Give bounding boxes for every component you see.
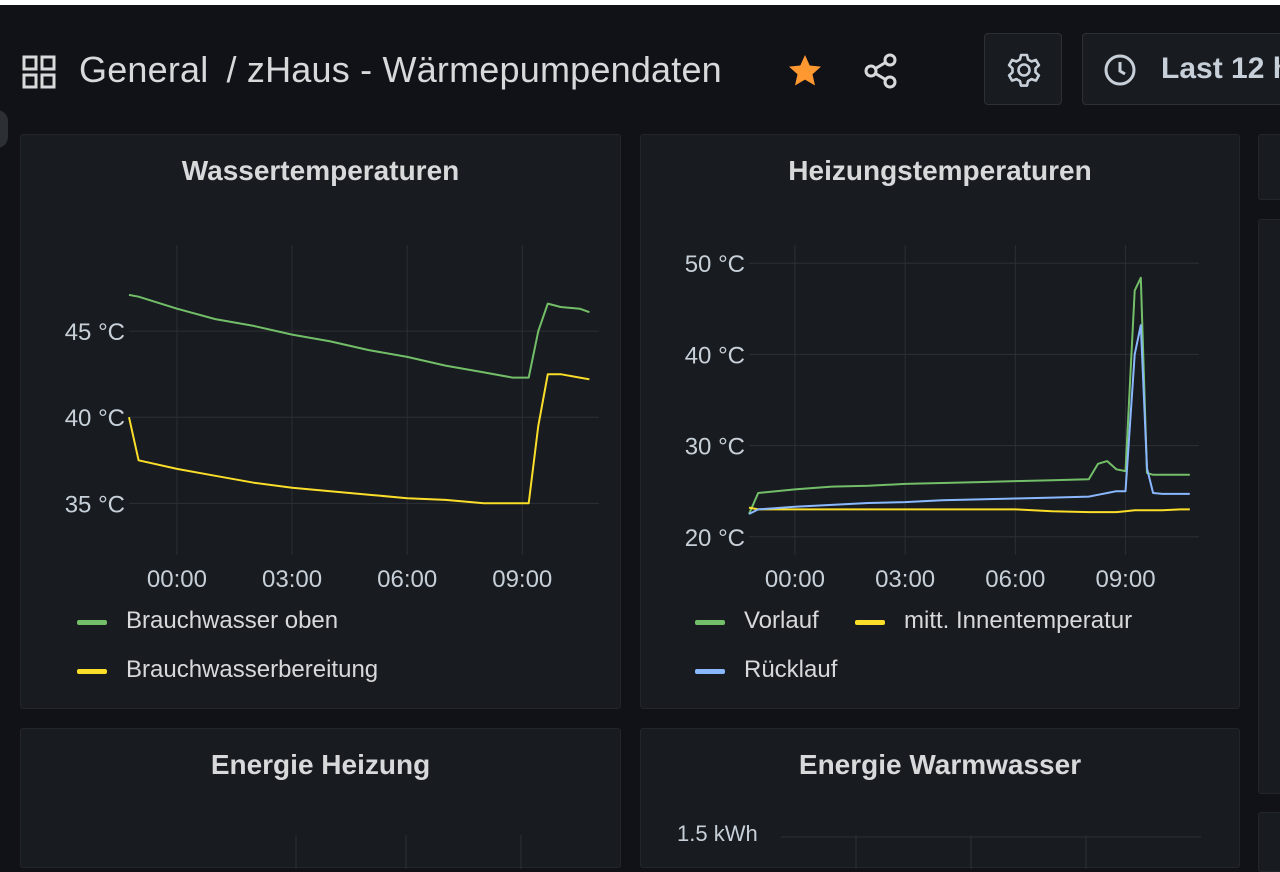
y-tick-label: 35 °C <box>65 491 125 518</box>
x-tick-label: 03:00 <box>262 566 322 593</box>
y-tick-label: 20 °C <box>685 525 745 552</box>
legend-swatch <box>695 669 725 674</box>
y-tick-label: 1.5 kWh <box>677 821 758 846</box>
panel-title[interactable]: Energie Warmwasser <box>798 749 1082 780</box>
chart-energie-warmwasser-grid <box>781 835 1201 869</box>
gear-icon <box>1007 53 1041 87</box>
series-line-vorlauf[interactable] <box>748 276 1190 515</box>
chart-energie-heizung-grid <box>295 835 522 869</box>
x-tick-label: 00:00 <box>765 566 825 593</box>
panel-right-partial-bottom <box>1258 812 1280 872</box>
favorite-star-icon[interactable] <box>786 52 824 90</box>
panel-title[interactable]: Energie Heizung <box>210 749 431 780</box>
panel-right-partial-top <box>1258 134 1280 200</box>
y-tick-label: 40 °C <box>685 342 745 369</box>
y-tick-label: 30 °C <box>685 434 745 461</box>
top-status-strip <box>0 0 1280 5</box>
dashboard-header: General / zHaus - Wärmepumpendaten Last 1… <box>0 5 1280 130</box>
breadcrumb-dashboard-title[interactable]: / zHaus - Wärmepumpendaten <box>226 49 722 90</box>
x-tick-label: 09:00 <box>1095 566 1155 593</box>
y-tick-label: 50 °C <box>685 251 745 278</box>
series-line-brauchwasserbereitung[interactable] <box>128 373 590 505</box>
series-line-r-cklauf[interactable] <box>748 324 1190 515</box>
legend-swatch <box>855 620 885 625</box>
panel-right-partial-middle <box>1258 219 1280 794</box>
chart-heizungstemperaturen: 00:00 03:00 06:00 09:00 20 °C 30 °C 40 °C 50 °C <box>685 245 1199 593</box>
panel-heizungstemperaturen: Heizungstemperaturen 00:00 03:00 06:00 09:0… <box>640 134 1240 709</box>
sidebar-toggle[interactable] <box>0 110 8 148</box>
x-tick-label: 06:00 <box>985 566 1045 593</box>
dashboard-settings-button[interactable] <box>984 33 1062 105</box>
legend-label: mitt. Innentemperatur <box>904 607 1133 634</box>
breadcrumb-folder-link[interactable]: General <box>79 49 209 90</box>
legend-swatch <box>77 620 107 625</box>
legend-label: Brauchwasserbereitung <box>126 656 379 683</box>
series-line-brauchwasser-oben[interactable] <box>128 293 590 379</box>
legend-swatch <box>77 669 107 674</box>
y-tick-label: 40 °C <box>65 405 125 432</box>
clock-icon <box>1104 54 1136 86</box>
x-tick-label: 09:00 <box>492 566 552 593</box>
legend-label: Vorlauf <box>744 607 819 634</box>
panel-wassertemperaturen: Wassertemperaturen 00:00 03:00 06:00 09:00 3… <box>20 134 621 709</box>
panel-title[interactable]: Heizungstemperaturen <box>788 155 1092 186</box>
panel-energie-warmwasser: Energie Warmwasser 1.5 kWh <box>640 728 1240 869</box>
chart-wassertemperaturen: 00:00 03:00 06:00 09:00 35 °C 40 °C 45 °C <box>65 245 599 593</box>
series-line-mitt-innentemperatur[interactable] <box>748 506 1190 514</box>
breadcrumb: General / zHaus - Wärmepumpendaten <box>79 49 722 91</box>
time-range-label: Last 12 h <box>1161 52 1280 85</box>
legend-label: Rücklauf <box>744 656 838 683</box>
panel-title[interactable]: Wassertemperaturen <box>181 155 460 186</box>
legend-label: Brauchwasser oben <box>126 607 339 634</box>
time-range-picker[interactable]: Last 12 h <box>1082 33 1280 105</box>
x-tick-label: 06:00 <box>377 566 437 593</box>
dashboard-grid-icon[interactable] <box>22 55 56 89</box>
x-tick-label: 03:00 <box>875 566 935 593</box>
legend-swatch <box>695 620 725 625</box>
x-tick-label: 00:00 <box>147 566 207 593</box>
panel-energie-heizung: Energie Heizung <box>20 728 621 869</box>
share-icon[interactable] <box>862 52 900 90</box>
y-tick-label: 45 °C <box>65 319 125 346</box>
